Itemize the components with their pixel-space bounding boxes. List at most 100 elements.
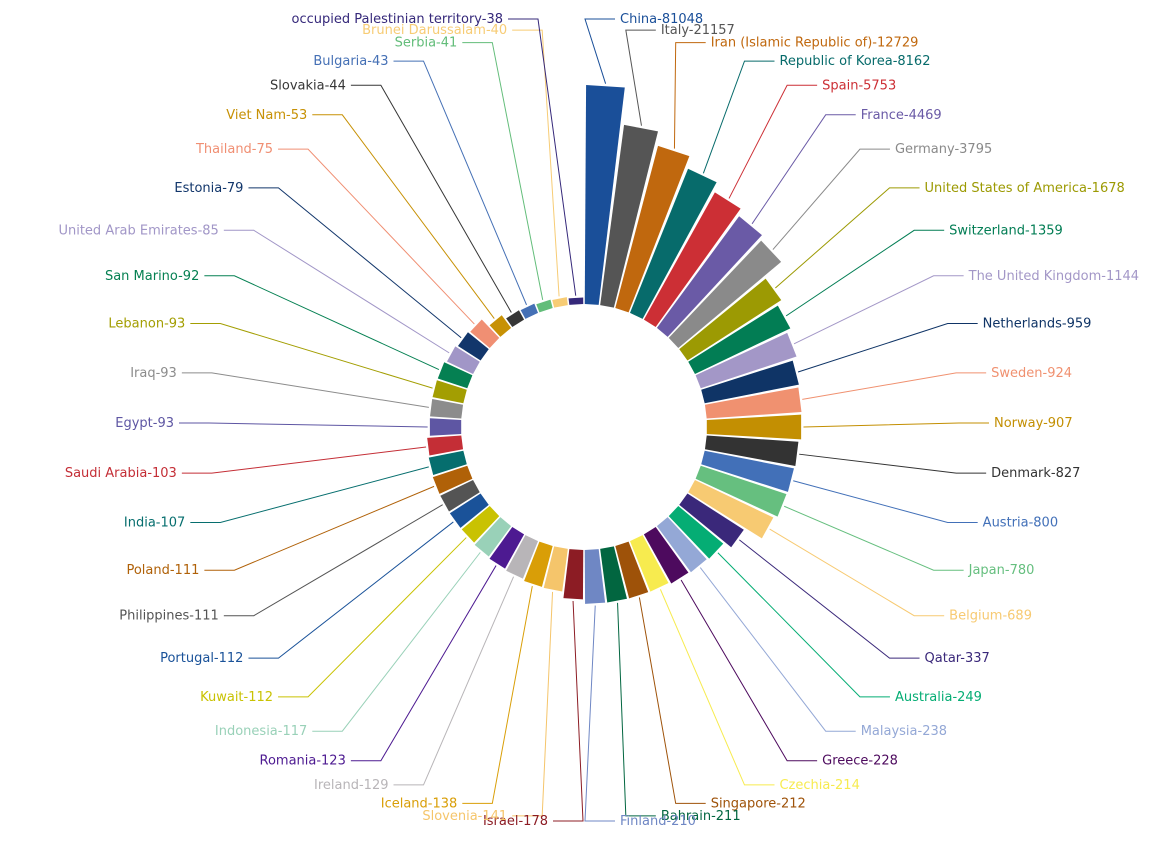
leader-line: [508, 18, 577, 296]
leader-line: [179, 422, 428, 428]
data-label: Viet Nam-53: [226, 108, 307, 123]
bar-san-marino[interactable]: [437, 362, 473, 389]
bar-philippines[interactable]: [440, 480, 480, 512]
bar-brunei-darussalam[interactable]: [552, 297, 568, 308]
bar-india[interactable]: [428, 450, 467, 475]
data-label: Japan-780: [968, 563, 1035, 578]
bar-slovenia[interactable]: [543, 546, 568, 592]
data-label: Finland-210: [620, 814, 696, 829]
bar-iraq[interactable]: [430, 399, 464, 419]
bar-belgium[interactable]: [688, 480, 774, 539]
bar-australia[interactable]: [668, 505, 724, 559]
bar-lebanon[interactable]: [432, 380, 467, 404]
leader-line: [803, 422, 989, 428]
leader-line: [638, 597, 706, 804]
bar-united-arab-emirates[interactable]: [446, 346, 480, 374]
leader-line: [248, 521, 454, 659]
bar-israel[interactable]: [563, 549, 584, 600]
bar-saudi-arabia[interactable]: [427, 435, 464, 456]
data-label: China-81048: [620, 12, 703, 27]
bar-kuwait[interactable]: [461, 505, 500, 543]
leader-line: [462, 586, 533, 804]
bar-china[interactable]: [584, 85, 625, 305]
data-label: Egypt-93: [115, 416, 174, 431]
bar-thailand[interactable]: [470, 319, 500, 349]
data-label: Slovenia-141: [422, 809, 507, 824]
bar-finland[interactable]: [584, 549, 606, 604]
bar-germany[interactable]: [668, 240, 782, 349]
leader-line: [181, 372, 429, 408]
leader-line: [769, 528, 945, 617]
bar-france[interactable]: [656, 216, 762, 337]
leader-line: [775, 187, 920, 289]
bar-denmark[interactable]: [704, 435, 799, 466]
bar-qatar[interactable]: [679, 493, 744, 548]
bar-japan[interactable]: [695, 465, 787, 517]
leader-line: [625, 29, 656, 126]
leader-line: [223, 229, 450, 354]
bar-singapore[interactable]: [615, 541, 649, 599]
bar-estonia[interactable]: [457, 332, 489, 361]
bar-republic-of-korea[interactable]: [629, 168, 717, 319]
center-hole: [463, 306, 705, 548]
leader-line: [181, 446, 427, 474]
bar-czechia[interactable]: [629, 535, 669, 592]
data-label: Serbia-41: [395, 36, 458, 51]
leader-line: [797, 323, 978, 373]
bar-switzerland[interactable]: [688, 305, 791, 374]
data-label: Greece-228: [822, 754, 898, 769]
bar-occupied-palestinian-territory[interactable]: [568, 297, 584, 305]
leader-line: [350, 565, 497, 762]
leader-line: [793, 480, 978, 523]
bar-romania[interactable]: [489, 526, 525, 569]
bar-netherlands[interactable]: [701, 360, 799, 404]
bar-united-states-of-america[interactable]: [679, 278, 782, 361]
bar-bahrain[interactable]: [600, 546, 627, 603]
bar-norway[interactable]: [706, 414, 802, 440]
leader-line: [278, 148, 475, 325]
bar-greece[interactable]: [643, 526, 689, 584]
bar-italy[interactable]: [600, 124, 658, 308]
bar-malaysia[interactable]: [656, 517, 707, 573]
bar-egypt[interactable]: [429, 418, 462, 436]
bar-ireland[interactable]: [506, 535, 539, 579]
data-label: Israel-178: [483, 814, 548, 829]
data-label: France-4469: [861, 108, 942, 123]
leader-line: [553, 600, 584, 822]
data-label: Slovakia-44: [270, 78, 346, 93]
leader-line: [793, 275, 964, 345]
leader-line: [785, 229, 945, 317]
bar-serbia[interactable]: [536, 299, 553, 313]
bar-bulgaria[interactable]: [520, 303, 539, 319]
bar-spain[interactable]: [643, 192, 741, 328]
leader-line: [512, 591, 554, 817]
data-label: Australia-249: [895, 690, 982, 705]
bar-iran-islamic-republic-of-[interactable]: [615, 145, 690, 313]
leader-line: [204, 275, 440, 371]
leader-line: [393, 60, 527, 306]
leader-line: [739, 539, 920, 659]
bar-slovakia[interactable]: [506, 310, 525, 328]
data-label: Malaysia-238: [861, 724, 947, 739]
bars: [427, 85, 802, 604]
data-label: Iraq-93: [130, 366, 177, 381]
bar-sweden[interactable]: [704, 387, 802, 419]
leader-line: [617, 602, 656, 817]
bar-iceland[interactable]: [524, 541, 553, 587]
data-label: San Marino-92: [105, 269, 199, 284]
bar-portugal[interactable]: [449, 493, 489, 528]
bar-indonesia[interactable]: [474, 517, 512, 557]
bar-viet-nam[interactable]: [489, 315, 512, 337]
leader-line: [350, 84, 512, 313]
bar-poland[interactable]: [432, 465, 473, 494]
leader-line: [190, 466, 429, 523]
bar-austria[interactable]: [701, 450, 794, 492]
data-label: Estonia-79: [174, 181, 243, 196]
leader-line: [673, 42, 706, 149]
data-label: Portugal-112: [160, 651, 243, 666]
data-label: Qatar-337: [925, 651, 990, 666]
leader-line: [584, 605, 615, 822]
leader-line: [680, 579, 818, 762]
bar-the-united-kingdom[interactable]: [695, 332, 797, 389]
